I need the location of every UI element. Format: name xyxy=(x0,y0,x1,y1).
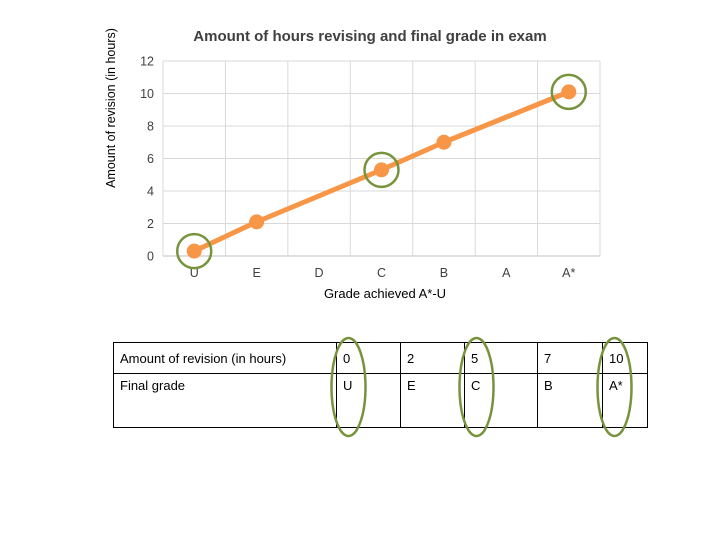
data-point xyxy=(249,214,265,230)
x-tick-label: B xyxy=(440,266,448,280)
table-row-header: Amount of revision (in hours) xyxy=(113,342,337,374)
table-cell: B xyxy=(537,373,603,428)
line-chart: 0 2 4 6 8 10 12 U E D C B A A* xyxy=(140,55,601,280)
y-tick-label: 6 xyxy=(147,152,154,166)
table-row-header: Final grade xyxy=(113,373,337,428)
table-cell: 7 xyxy=(537,342,603,374)
y-tick-label: 12 xyxy=(140,55,154,69)
data-table: Amount of revision (in hours) 0 2 5 7 10… xyxy=(113,342,648,428)
table-cell: E xyxy=(400,373,465,428)
x-tick-label: D xyxy=(315,266,324,280)
table-cell: A* xyxy=(602,373,648,428)
y-tick-label: 2 xyxy=(147,217,154,231)
y-tick-label: 0 xyxy=(147,250,154,264)
table-cell: C xyxy=(464,373,538,428)
highlight-circle xyxy=(175,232,213,270)
table-cell: 10 xyxy=(602,342,648,374)
x-tick-label: A* xyxy=(562,266,575,280)
x-tick-label: U xyxy=(190,266,199,280)
chart-title: Amount of hours revising and final grade… xyxy=(193,28,547,45)
data-point xyxy=(374,162,389,178)
table-cell: U xyxy=(336,373,401,428)
table-row-revision: Amount of revision (in hours) 0 2 5 7 10 xyxy=(113,342,648,374)
table-row-grade: Final grade U E C B A* xyxy=(113,373,648,428)
y-tick-label: 10 xyxy=(140,87,154,101)
x-tick-label: C xyxy=(377,266,386,280)
table-cell: 0 xyxy=(336,342,401,374)
table-cell: 5 xyxy=(464,342,538,374)
x-tick-label: A xyxy=(502,266,511,280)
x-tick-label: E xyxy=(252,266,260,280)
y-axis-label: Amount of revision (in hours) xyxy=(104,28,118,188)
data-point xyxy=(186,243,202,259)
y-tick-label: 4 xyxy=(147,185,154,199)
y-tick-label: 8 xyxy=(147,120,154,134)
highlight-circle xyxy=(550,73,588,111)
data-point xyxy=(561,84,577,100)
x-axis-label: Grade achieved A*-U xyxy=(323,286,447,301)
table-cell: 2 xyxy=(400,342,465,374)
highlight-circle xyxy=(363,151,400,189)
data-point xyxy=(436,134,452,150)
